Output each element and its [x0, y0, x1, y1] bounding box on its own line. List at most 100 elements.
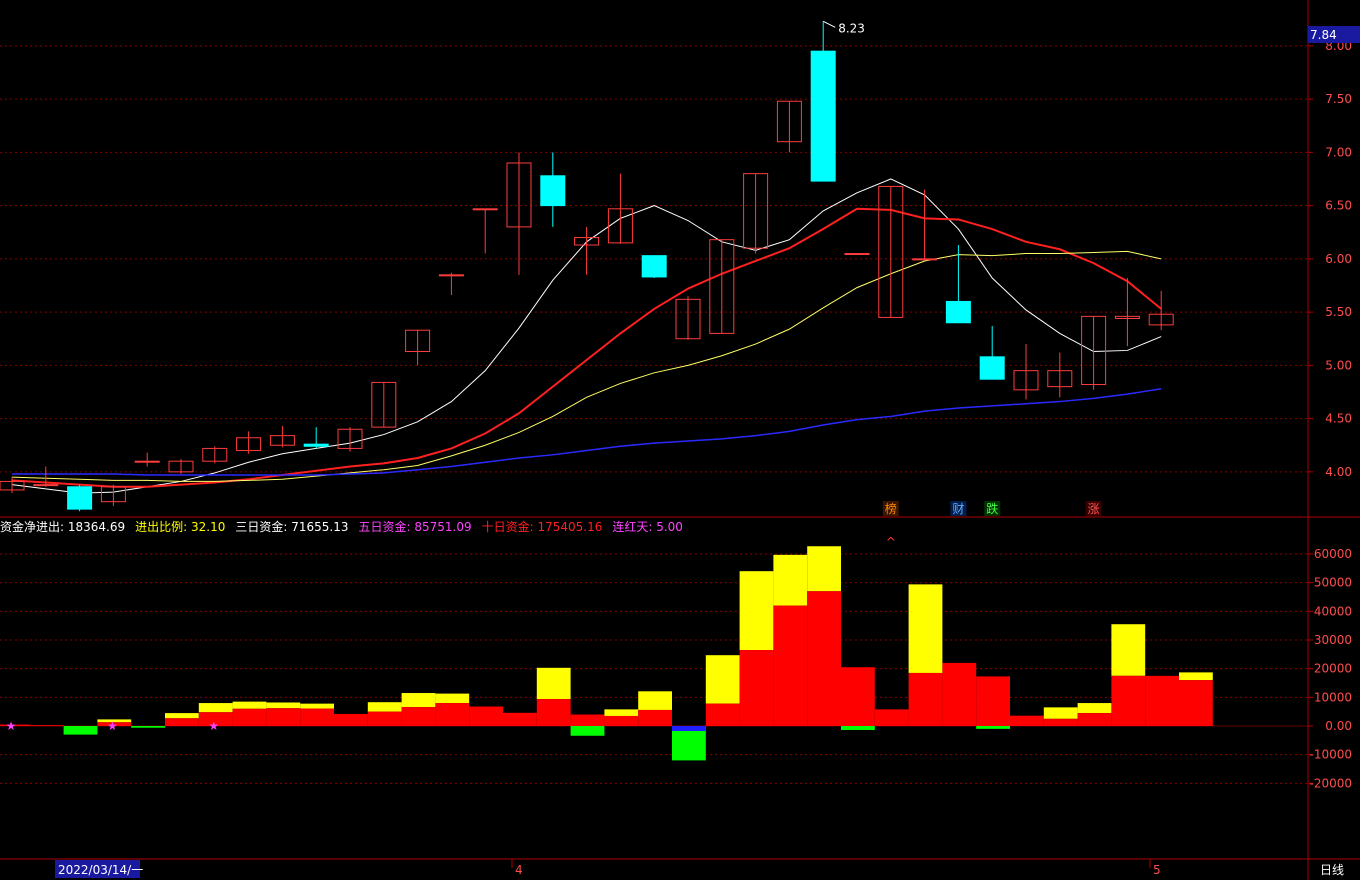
- flow-bar-main: [976, 676, 1010, 726]
- price-tick-label: 6.50: [1325, 199, 1352, 213]
- candle-body-down: [540, 175, 566, 207]
- flow-bar-main: [739, 650, 774, 726]
- candle-body-down: [810, 50, 836, 182]
- price-tick-label: 5.50: [1325, 305, 1352, 319]
- candle-body-up: [878, 185, 904, 318]
- flow-bar-outflow: [131, 726, 165, 728]
- flow-bar-extra: [739, 571, 774, 651]
- flow-bar-main: [705, 703, 740, 726]
- price-tick-label: 5.00: [1325, 358, 1352, 372]
- price-tick-label: 7.00: [1325, 145, 1352, 159]
- candle-body-up: [1013, 370, 1039, 391]
- caret-marker: ^: [886, 535, 896, 549]
- flow-bar-extra: [401, 693, 436, 708]
- candle-body-up: [776, 100, 802, 143]
- candle-body-up: [912, 258, 938, 261]
- candle-body-up: [607, 208, 633, 244]
- candle-body-up: [269, 435, 295, 446]
- month-label: 5: [1153, 863, 1161, 877]
- candle-body-up: [134, 460, 160, 463]
- event-marker-3: 涨: [1088, 501, 1100, 516]
- candle-body-up: [844, 253, 870, 256]
- flow-bar-extra: [198, 703, 233, 713]
- candle-body-up: [202, 447, 228, 462]
- candle-body-up: [472, 208, 498, 211]
- flow-bar-main: [908, 672, 943, 726]
- candle-body-up: [743, 173, 769, 249]
- flow-bar-main: [1179, 680, 1213, 726]
- candle-body-up: [405, 329, 431, 353]
- candlesticks: 8.23: [0, 20, 1174, 512]
- flow-bar-outflow: [672, 726, 706, 761]
- candle-body-up: [438, 274, 464, 277]
- flow-bar-main: [469, 706, 503, 726]
- candle-body-up: [709, 239, 735, 334]
- candle-body-up: [1047, 370, 1073, 388]
- candle-body-up: [574, 237, 600, 246]
- candle-body-up: [33, 484, 59, 487]
- flow-bar-main: [503, 712, 537, 726]
- ma-line-ma60: [12, 388, 1162, 476]
- flow-bar-main: [1077, 713, 1112, 726]
- date-label-box: [55, 860, 140, 878]
- candle-body-up: [675, 298, 701, 340]
- indicator-4: 十日资金: 175405.16: [481, 520, 603, 534]
- price-tick-label: 4.00: [1325, 465, 1352, 479]
- flow-bar-extra: [773, 554, 808, 606]
- event-marker-1: 财: [952, 502, 964, 516]
- flow-bar-main: [604, 715, 639, 726]
- current-price-box: [1308, 26, 1360, 43]
- event-marker-bg: [882, 501, 899, 516]
- flow-bar-main: [0, 724, 30, 726]
- flow-bar-extra: [536, 667, 571, 700]
- flow-bar-main: [807, 591, 841, 726]
- candle-body-up: [371, 381, 397, 428]
- indicator-3: 五日资金: 85751.09: [358, 520, 472, 534]
- candle-body-down: [979, 356, 1005, 380]
- flow-bar-main: [266, 708, 301, 726]
- indicator-5: 连红天: 5.00: [612, 520, 683, 534]
- high-pointer: [822, 20, 836, 28]
- ma-line-ma10: [11, 207, 1162, 488]
- flow-bar-extra: [435, 693, 470, 704]
- event-marker-bg: [1085, 501, 1102, 516]
- flow-bar-main: [97, 722, 132, 726]
- flow-bar-extra: [97, 719, 132, 723]
- indicator-header: 资金净进出: 18364.69 进出比例: 32.10 三日资金: 71655.13…: [0, 518, 693, 535]
- event-marker-bg: [950, 501, 967, 516]
- flow-bar-main: [773, 605, 808, 726]
- flow-bar-extra: [266, 702, 301, 709]
- flow-bar-main: [165, 718, 199, 726]
- flow-bar-extra: [1179, 672, 1213, 681]
- flow-bar-main: [29, 725, 64, 726]
- indicator-1: 进出比例: 32.10: [135, 520, 226, 534]
- price-tick-label: 6.00: [1325, 252, 1352, 266]
- flow-tick-label: 60000: [1314, 547, 1352, 561]
- candle-body-up: [0, 480, 25, 491]
- indicator-0: 资金净进出: 18364.69: [0, 520, 126, 534]
- money-flow-bars: ★ ★ ★: [0, 546, 1213, 761]
- flow-bar-main: [435, 703, 470, 726]
- flow-bar-extra: [300, 703, 334, 709]
- flow-bar-main: [1043, 718, 1078, 726]
- candle-body-up: [168, 460, 194, 473]
- flow-bar-outflow: [570, 726, 605, 736]
- month-label: 4: [515, 863, 523, 877]
- flow-bar-extra: [165, 713, 199, 719]
- flow-tick-label: 20000: [1314, 662, 1352, 676]
- flow-bar-outflow: [63, 726, 98, 735]
- flow-star-marker: ★: [6, 719, 17, 733]
- flow-bar-main: [536, 699, 571, 726]
- flow-bar-extra: [232, 701, 267, 709]
- flow-tick-label: -20000: [1309, 776, 1352, 790]
- ma-line-ma20: [11, 250, 1162, 482]
- flow-tick-label: 0.00: [1325, 719, 1352, 733]
- flow-bar-main: [942, 662, 977, 726]
- candle-body-down: [303, 443, 329, 447]
- flow-bar-extra: [604, 709, 639, 716]
- flow-bar-main: [638, 709, 672, 726]
- flow-bar-extra: [638, 691, 672, 710]
- flow-bar-outflow: [841, 726, 875, 731]
- flow-bar-main: [1010, 715, 1044, 726]
